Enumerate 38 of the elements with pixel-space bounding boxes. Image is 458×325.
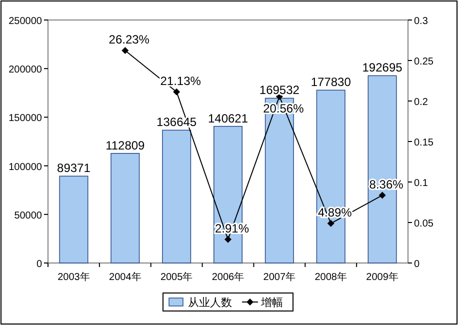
x-tick-label: 2009年 <box>366 271 398 283</box>
y2-tick-label: 0.2 <box>414 97 428 108</box>
y2-tick-label: 0.3 <box>414 16 428 27</box>
y-tick-label: 50000 <box>14 210 42 222</box>
y-tick-label: 200000 <box>8 64 42 76</box>
data-label: 8.36% <box>369 177 404 192</box>
x-tick-label: 2007年 <box>263 271 296 283</box>
data-label: 89371 <box>57 161 91 176</box>
y-tick-label: 150000 <box>8 113 42 124</box>
bar <box>162 130 192 264</box>
y2-tick-label: 0.15 <box>414 138 434 148</box>
bar <box>59 176 88 264</box>
legend-label: 增幅 <box>260 297 283 309</box>
x-tick-label: 2008年 <box>314 271 347 283</box>
y-tick-label: 100000 <box>8 162 42 173</box>
point <box>378 192 386 199</box>
x-tick-label: 2005年 <box>160 271 193 283</box>
data-label: 177830 <box>310 75 352 90</box>
point <box>122 47 129 54</box>
y2-tick-label: 0 <box>414 259 420 270</box>
data-label: 26.23% <box>108 32 150 47</box>
data-label: 169532 <box>259 83 300 98</box>
data-label: 140621 <box>208 111 248 126</box>
point <box>173 88 180 96</box>
y-tick-label: 250000 <box>8 16 42 27</box>
data-label: 112809 <box>106 138 146 152</box>
data-label: 192695 <box>362 60 403 75</box>
y2-tick-label: 0.1 <box>414 178 428 189</box>
bar <box>110 153 140 264</box>
point <box>224 236 232 243</box>
point <box>327 220 334 227</box>
x-tick-label: 2004年 <box>109 271 142 283</box>
legend-label: 从业人数 <box>188 296 232 309</box>
y-tick-label: 0 <box>36 259 42 270</box>
x-tick-label: 2006年 <box>212 271 244 283</box>
x-tick-label: 2003年 <box>58 271 90 283</box>
y2-tick-label: 0.05 <box>414 218 434 230</box>
y2-tick-label: 0.25 <box>414 56 434 68</box>
